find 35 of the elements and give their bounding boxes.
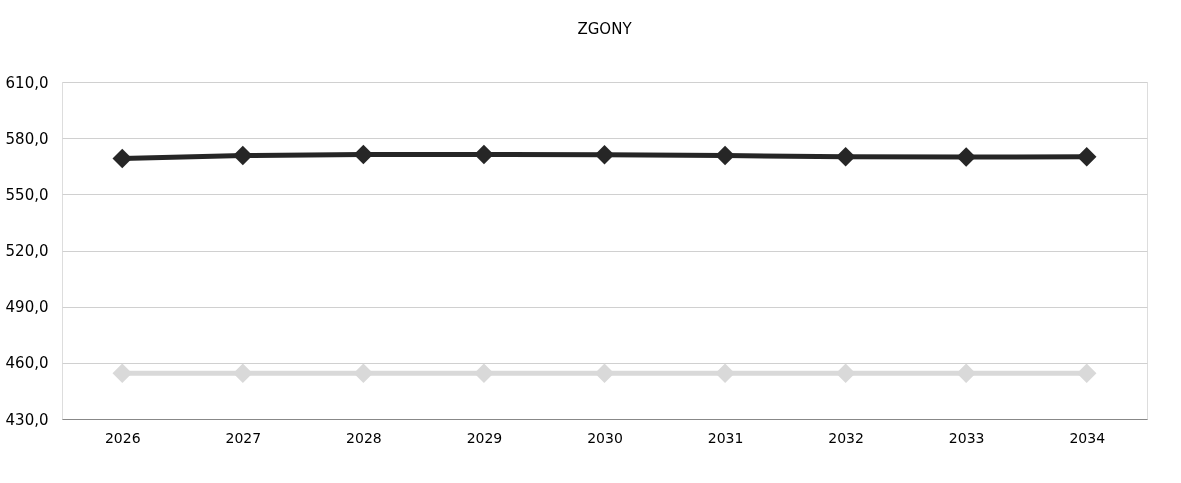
chart-title: ZGONY xyxy=(577,20,633,38)
x-tick-label: 2033 xyxy=(948,429,985,446)
point xyxy=(1076,146,1097,167)
point xyxy=(835,363,856,383)
y-tick-label: 550,0 xyxy=(5,185,49,204)
point xyxy=(715,145,735,166)
point xyxy=(353,363,374,383)
point xyxy=(835,146,856,167)
point xyxy=(112,363,133,383)
x-tick-label: 2028 xyxy=(346,429,382,446)
point xyxy=(474,144,494,165)
point xyxy=(233,363,253,383)
point xyxy=(956,147,976,167)
x-tick-label: 2034 xyxy=(1069,429,1106,446)
point xyxy=(474,363,494,383)
x-tick-label: 2032 xyxy=(828,429,864,446)
x-tick-label: 2027 xyxy=(225,429,262,446)
point xyxy=(1076,363,1097,383)
y-tick-label: 520,0 xyxy=(5,242,49,260)
point xyxy=(715,363,735,383)
x-tick-label: 2030 xyxy=(587,429,623,446)
point xyxy=(594,145,615,165)
y-tick-label: 490,0 xyxy=(5,298,49,317)
x-tick-label: 2031 xyxy=(707,429,744,446)
y-tick-label: 460,0 xyxy=(5,354,49,373)
x-tick-label: 2029 xyxy=(466,429,503,446)
point xyxy=(353,144,374,165)
point xyxy=(233,145,253,166)
x-tick-label: 2026 xyxy=(104,429,141,446)
y-tick-label: 610,0 xyxy=(5,73,49,92)
y-tick-label: 430,0 xyxy=(5,410,49,429)
point xyxy=(594,363,615,383)
y-tick-label: 580,0 xyxy=(5,129,49,148)
point xyxy=(112,148,133,169)
point xyxy=(956,363,976,383)
